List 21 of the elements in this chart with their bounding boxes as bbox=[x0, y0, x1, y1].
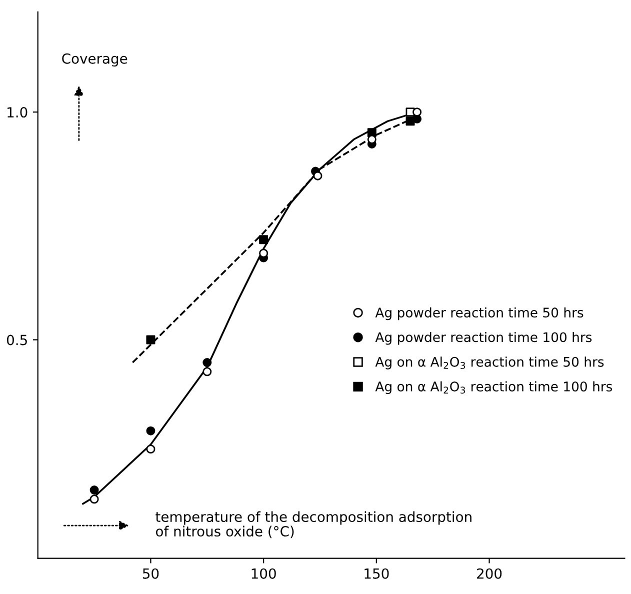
legend-label: Ag powder reaction time 100 hrs bbox=[375, 332, 592, 345]
point bbox=[146, 426, 156, 436]
x-tick-label: 150 bbox=[364, 568, 389, 579]
legend-label: Ag on α Al$_{2}$O$_{3}$ reaction time 100 hrs bbox=[375, 381, 612, 394]
y-tick-label: 0.5 bbox=[6, 334, 27, 346]
point bbox=[313, 171, 322, 180]
x-axis-title: temperature of the decomposition adsorption of nitrous oxide (°C) bbox=[156, 511, 472, 538]
y-axis-title: Coverage bbox=[62, 53, 128, 67]
point bbox=[259, 235, 268, 244]
x-tick-label: 200 bbox=[477, 568, 502, 579]
point bbox=[90, 486, 99, 495]
point bbox=[90, 494, 99, 504]
point bbox=[146, 444, 156, 454]
y-tick-label: 1.0 bbox=[8, 107, 28, 118]
x-tick-label: 50 bbox=[142, 568, 159, 579]
legend-label: Ag powder reaction time 50 hrs bbox=[375, 307, 584, 320]
legend-label: Ag on α Al$_{2}$O$_{3}$ reaction time 50 hrs bbox=[375, 356, 604, 370]
point bbox=[202, 358, 212, 368]
point bbox=[202, 367, 212, 376]
point bbox=[146, 335, 156, 344]
x-tick-label: 100 bbox=[252, 568, 276, 579]
